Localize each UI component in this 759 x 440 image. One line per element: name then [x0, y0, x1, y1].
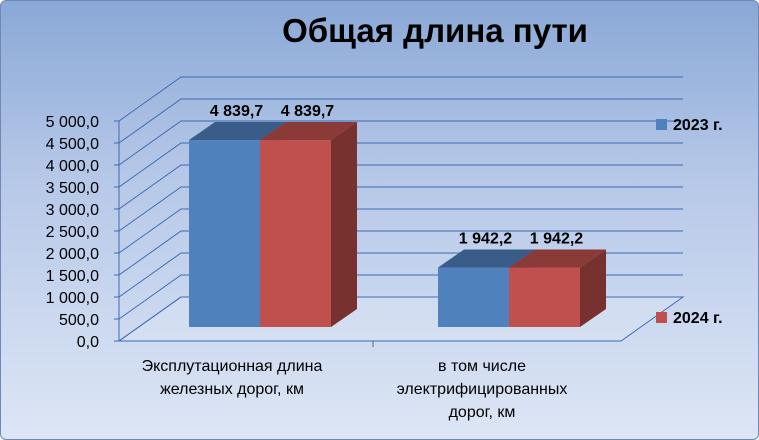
gridline — [118, 120, 683, 166]
y-tick-label: 2 000,0 — [46, 246, 99, 263]
gridline — [118, 164, 683, 210]
bar-top — [509, 249, 606, 268]
gridline — [118, 230, 683, 276]
y-tick-label: 3 500,0 — [46, 180, 99, 197]
legend-label: 2024 г. — [673, 310, 723, 327]
y-tick-label: 4 500,0 — [46, 136, 99, 153]
data-label: 4 839,7 — [281, 103, 334, 120]
bar-side — [580, 249, 606, 327]
y-tick-label: 3 000,0 — [46, 202, 99, 219]
y-tick-label: 500,0 — [59, 312, 99, 329]
legend-label: 2023 г. — [673, 117, 723, 134]
category-label: Эксплутационная длина — [142, 358, 323, 375]
category-label: в том числе — [438, 358, 526, 375]
y-tick-label: 0,0 — [77, 334, 99, 351]
bar-top — [189, 122, 286, 141]
gridline — [118, 208, 683, 254]
gridline — [118, 142, 683, 188]
y-tick-label: 1 500,0 — [46, 268, 99, 285]
y-tick-label: 2 500,0 — [46, 224, 99, 241]
bar — [260, 122, 357, 328]
chart-title: Общая длина пути — [282, 12, 588, 49]
gridline — [118, 98, 683, 144]
legend-swatch — [656, 119, 667, 130]
category-label: дорог, км — [449, 404, 516, 421]
category-label: электрифицированных — [397, 381, 568, 398]
bar-front — [438, 267, 509, 327]
gridline — [118, 76, 683, 122]
bar-front — [260, 140, 331, 327]
bar-top — [260, 122, 357, 141]
y-tick-label: 5 000,0 — [46, 114, 99, 131]
y-tick-label: 1 000,0 — [46, 290, 99, 307]
bar — [509, 249, 606, 327]
y-tick-label: 4 000,0 — [46, 158, 99, 175]
data-label: 1 942,2 — [530, 231, 583, 248]
data-label: 1 942,2 — [459, 231, 512, 248]
legend-swatch — [656, 312, 667, 323]
legend: 2023 г. 2024 г. — [656, 117, 723, 327]
data-labels: 4 839,7 4 839,7 1 942,2 1 942,2 — [210, 103, 583, 247]
bar-side — [331, 122, 357, 328]
x-axis-categories: Эксплутационная длина железных дорог, км в… — [142, 358, 568, 421]
gridline — [118, 186, 683, 232]
data-label: 4 839,7 — [210, 103, 263, 120]
bar-top — [438, 249, 535, 268]
category-label: железных дорог, км — [160, 381, 304, 398]
bar-front — [509, 267, 580, 327]
bar-front — [189, 140, 260, 327]
bars — [189, 122, 606, 328]
y-axis: 0,0 500,0 1 000,0 1 500,0 2 000,0 2 500,0 3 00… — [46, 114, 621, 351]
